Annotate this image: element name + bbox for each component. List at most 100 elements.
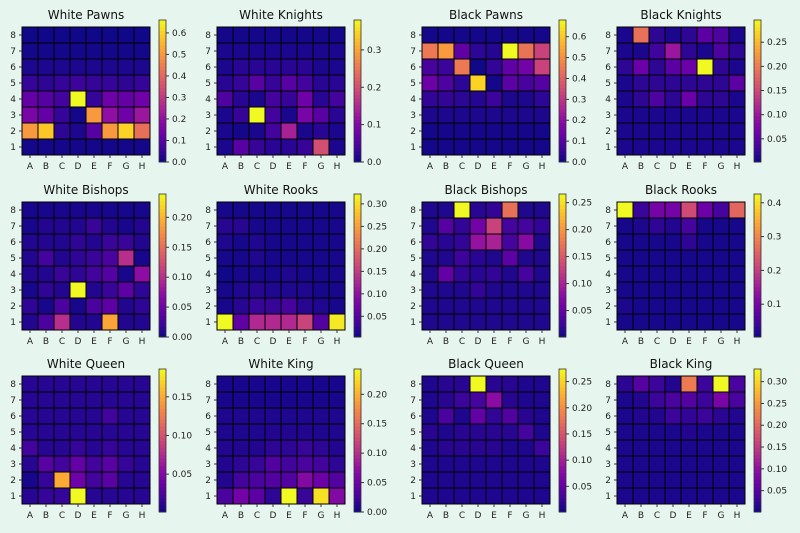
x-tick-label: C	[59, 162, 65, 172]
heatmap-cell	[85, 217, 103, 235]
heatmap-cell	[437, 265, 455, 283]
heatmap-cell	[632, 471, 650, 489]
heatmap-cell	[21, 122, 39, 140]
colorbar-segment	[754, 115, 761, 120]
colorbar-segment	[354, 269, 361, 274]
heatmap-cell	[21, 265, 39, 283]
colorbar-segment	[159, 329, 166, 334]
y-tick-label: 4	[205, 270, 211, 280]
heatmap-cell	[437, 391, 455, 409]
heatmap-cell	[101, 74, 119, 92]
colorbar-segment	[354, 326, 361, 331]
x-tick-label: B	[43, 162, 49, 172]
colorbar-segment	[754, 290, 761, 295]
colorbar-segment	[354, 83, 361, 88]
heatmap-cell	[85, 233, 103, 251]
colorbar-segment	[354, 215, 361, 220]
colorbar-segment	[559, 154, 566, 159]
heatmap-cell	[680, 74, 698, 92]
heatmap-cell	[664, 407, 682, 425]
colorbar-segment	[754, 59, 761, 64]
colorbar-segment	[354, 37, 361, 42]
colorbar-segment	[559, 98, 566, 103]
colorbar-segment	[754, 233, 761, 238]
colorbar-segment	[754, 34, 761, 39]
colorbar-segment	[559, 34, 566, 39]
heatmap-cell	[437, 122, 455, 140]
heatmap-cell	[69, 26, 87, 44]
colorbar-frame	[158, 193, 167, 338]
heatmap-cell	[216, 439, 234, 457]
colorbar-segment	[559, 444, 566, 449]
heatmap-cell	[264, 439, 282, 457]
heatmap-cell	[216, 90, 234, 108]
x-tick-label: C	[654, 162, 660, 172]
heatmap-cell	[517, 423, 535, 441]
heatmap-cell	[69, 391, 87, 409]
heatmap-cell	[264, 375, 282, 393]
colorbar-segment	[354, 508, 361, 513]
colorbar-segment	[754, 329, 761, 334]
heatmap-cell	[632, 138, 650, 156]
colorbar-segment	[754, 20, 761, 25]
heatmap-cell	[501, 90, 519, 108]
heatmap-cell	[485, 106, 503, 124]
heatmap-cell	[533, 471, 551, 489]
colorbar-segment	[559, 76, 566, 81]
x-tick-label: E	[491, 511, 497, 521]
colorbar-segment	[559, 408, 566, 413]
colorbar-segment	[159, 369, 166, 374]
heatmap-cell	[517, 58, 535, 76]
colorbar-segment	[559, 144, 566, 149]
heatmap-cell	[421, 423, 439, 441]
colorbar-segment	[559, 322, 566, 327]
y-tick-label: 1	[605, 143, 611, 153]
colorbar-segment	[354, 419, 361, 424]
heatmap-cell	[280, 471, 298, 489]
heatmap-cell	[21, 106, 39, 124]
colorbar-segment	[159, 372, 166, 377]
colorbar-segment	[754, 269, 761, 274]
heatmap-cell	[37, 487, 55, 505]
y-tick-label: 2	[10, 302, 16, 312]
heatmap-cell	[648, 138, 666, 156]
heatmap-cell	[469, 423, 487, 441]
x-tick-label: B	[443, 337, 449, 347]
heatmap-cell	[533, 201, 551, 219]
colorbar-segment	[754, 394, 761, 399]
x-tick-label: E	[286, 162, 292, 172]
heatmap-cell	[248, 90, 266, 108]
heatmap-cell	[85, 90, 103, 108]
y-tick-label: 7	[410, 222, 416, 232]
colorbar-segment	[354, 444, 361, 449]
heatmap-cell	[680, 297, 698, 315]
heatmap-cell	[453, 439, 471, 457]
colorbar-segment	[559, 126, 566, 131]
colorbar-segment	[354, 137, 361, 142]
colorbar-segment	[754, 279, 761, 284]
colorbar-segment	[559, 244, 566, 249]
heatmap-cell	[69, 58, 87, 76]
heatmap-cell	[264, 407, 282, 425]
heatmap-cell	[101, 281, 119, 299]
heatmap-cell	[296, 233, 314, 251]
heatmap-cell	[69, 106, 87, 124]
colorbar-frame	[353, 368, 362, 513]
y-tick-label: 1	[10, 318, 16, 328]
heatmap-cell	[280, 201, 298, 219]
y-tick-label: 7	[410, 47, 416, 57]
colorbar-segment	[754, 137, 761, 142]
colorbar-tick-label: 0.25	[572, 199, 592, 209]
heatmap-cell	[469, 122, 487, 140]
heatmap-cell	[280, 106, 298, 124]
colorbar-segment	[354, 265, 361, 270]
colorbar-segment	[559, 415, 566, 420]
colorbar-segment	[354, 73, 361, 78]
colorbar-segment	[754, 254, 761, 259]
colorbar-segment	[159, 20, 166, 25]
heatmap-cell	[117, 122, 135, 140]
heatmap-cell	[117, 217, 135, 235]
heatmap-cell	[728, 265, 746, 283]
y-tick-label: 7	[10, 396, 16, 406]
